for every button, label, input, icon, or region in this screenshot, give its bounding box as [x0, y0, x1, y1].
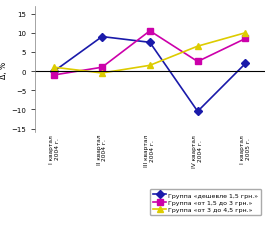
Legend: Группа «дешевле 1,5 грн.», Группа «от 1,5 до 3 грн.», Группа «от 3 до 4,5 грн.»: Группа «дешевле 1,5 грн.», Группа «от 1,… [150, 189, 261, 215]
Y-axis label: Δ, %: Δ, % [0, 61, 8, 78]
